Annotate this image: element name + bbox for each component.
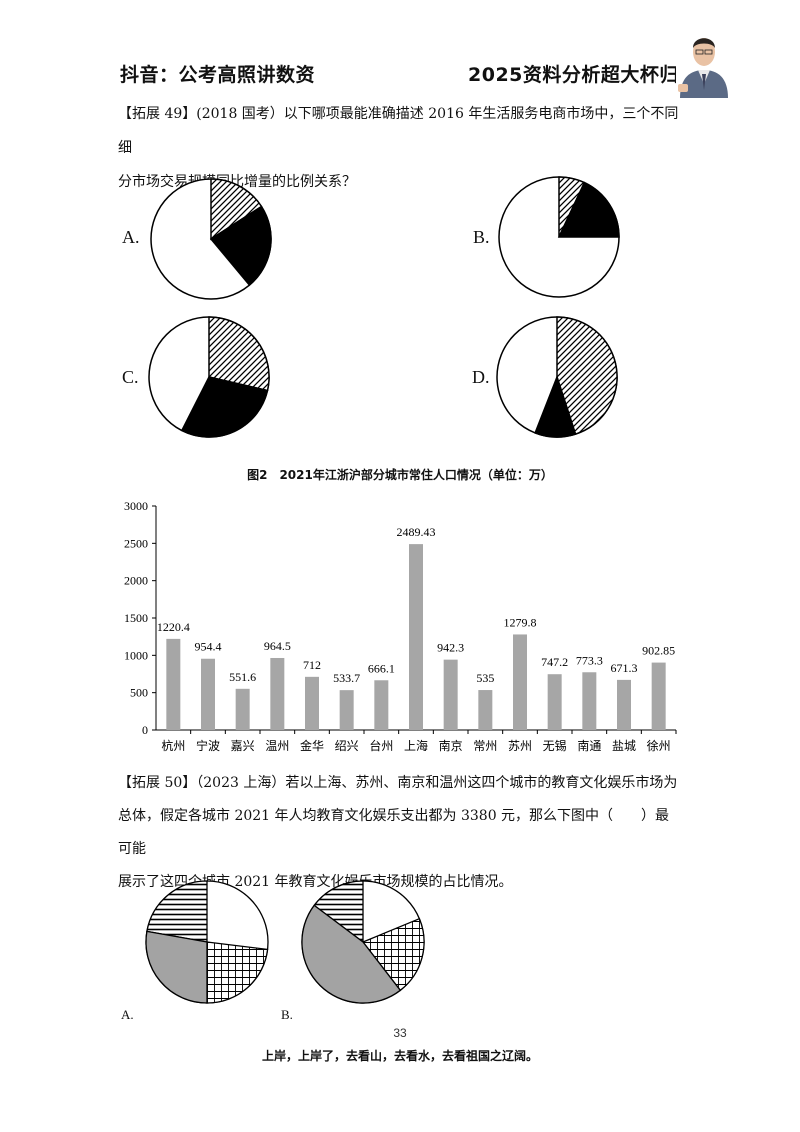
- category-label-无锡: 无锡: [543, 738, 567, 753]
- category-label-嘉兴: 嘉兴: [231, 739, 255, 753]
- bar-南通: [582, 672, 597, 730]
- header-right-text: 2025资料分析超大杯归纳: [468, 64, 699, 86]
- q50-option-b-label: B.: [281, 1007, 293, 1022]
- data-label-南京: 942.3: [437, 641, 464, 655]
- data-label-台州: 666.1: [368, 661, 395, 675]
- y-tick-label: 500: [130, 686, 148, 700]
- y-tick-label: 3000: [124, 499, 148, 513]
- category-label-盐城: 盐城: [612, 739, 636, 753]
- q49-pie-b: [498, 176, 620, 298]
- data-label-盐城: 671.3: [611, 661, 638, 675]
- q49-pie-a: [150, 178, 272, 300]
- category-label-宁波: 宁波: [196, 738, 220, 753]
- bar-徐州: [651, 662, 666, 730]
- question-50-line1: 【拓展 50】（2023 上海）若以上海、苏州、南京和温州这四个城市的教育文化娱…: [118, 775, 678, 791]
- q50-option-a-label: A.: [121, 1007, 134, 1022]
- bar-金华: [305, 676, 319, 730]
- question-50-line2: 总体，假定各城市 2021 年人均教育文化娱乐支出都为 3380 元，那么下图中…: [118, 808, 670, 857]
- data-label-嘉兴: 551.6: [229, 670, 256, 684]
- bar-南京: [443, 659, 458, 730]
- q50-pie-b: [301, 880, 425, 1004]
- q49-pie-d: [496, 316, 618, 438]
- category-label-绍兴: 绍兴: [335, 739, 359, 753]
- category-label-南通: 南通: [577, 738, 601, 753]
- q50-pie-a: [145, 880, 269, 1004]
- data-label-上海: 2489.43: [397, 525, 436, 539]
- question-49-line2: 分市场交易规模同比增量的比例关系？: [118, 174, 356, 190]
- header-left-text: 抖音：公考高照讲数资: [120, 64, 316, 86]
- data-label-绍兴: 533.7: [333, 671, 360, 685]
- bar-嘉兴: [235, 688, 250, 730]
- y-tick-label: 2000: [124, 574, 148, 588]
- data-label-宁波: 954.4: [195, 640, 222, 654]
- bar-台州: [374, 680, 389, 730]
- data-label-金华: 712: [303, 658, 321, 672]
- q49-option-c-label: C.: [122, 367, 139, 387]
- data-label-苏州: 1279.8: [504, 615, 537, 629]
- category-label-金华: 金华: [300, 738, 324, 753]
- bar-温州: [270, 657, 285, 730]
- category-label-常州: 常州: [473, 739, 497, 753]
- category-label-上海: 上海: [404, 738, 428, 753]
- category-label-温州: 温州: [265, 739, 289, 753]
- page-number: 33: [393, 1026, 407, 1040]
- population-bar-chart: 0 500 1000 1500 2000 2500 3000 1220.4 杭州 954.4 宁波 5…: [124, 499, 677, 753]
- bar-宁波: [201, 658, 215, 730]
- q49-option-d-label: D.: [472, 367, 490, 387]
- q49-option-b-label: B.: [473, 227, 490, 247]
- category-label-台州: 台州: [369, 738, 393, 753]
- question-49: 【拓展 49】(2018 国考）以下哪项最能准确描述 2016 年生活服务电商市…: [118, 97, 683, 199]
- bar-常州: [478, 690, 493, 730]
- bar-chart-title: 图2 2021年江浙沪部分城市常住人口情况（单位：万）: [247, 468, 553, 482]
- data-label-徐州: 902.85: [642, 644, 675, 658]
- data-label-杭州: 1220.4: [157, 620, 190, 634]
- data-label-常州: 535: [476, 671, 494, 685]
- question-49-line1: 【拓展 49】(2018 国考）以下哪项最能准确描述 2016 年生活服务电商市…: [118, 106, 679, 156]
- y-tick-label: 1500: [124, 611, 148, 625]
- bar-杭州: [166, 638, 181, 730]
- bar-无锡: [547, 674, 562, 730]
- data-label-温州: 964.5: [264, 639, 291, 653]
- q49-pie-c: [148, 316, 270, 438]
- y-tick-label: 0: [142, 723, 148, 737]
- category-label-徐州: 徐州: [647, 738, 671, 753]
- bar-苏州: [513, 634, 527, 730]
- footer-slogan: 上岸，上岸了，去看山，去看水，去看祖国之辽阔。: [261, 1049, 538, 1063]
- category-label-苏州: 苏州: [508, 739, 532, 753]
- y-tick-label: 2500: [124, 536, 148, 550]
- category-label-南京: 南京: [439, 738, 463, 753]
- bar-上海: [409, 544, 423, 730]
- data-label-南通: 773.3: [576, 653, 603, 667]
- author-avatar: [676, 24, 732, 98]
- category-label-杭州: 杭州: [161, 738, 185, 753]
- q49-option-a-label: A.: [122, 227, 140, 247]
- data-label-无锡: 747.2: [541, 655, 568, 669]
- bar-盐城: [617, 679, 631, 730]
- bar-绍兴: [339, 690, 354, 730]
- y-tick-label: 1000: [124, 648, 148, 662]
